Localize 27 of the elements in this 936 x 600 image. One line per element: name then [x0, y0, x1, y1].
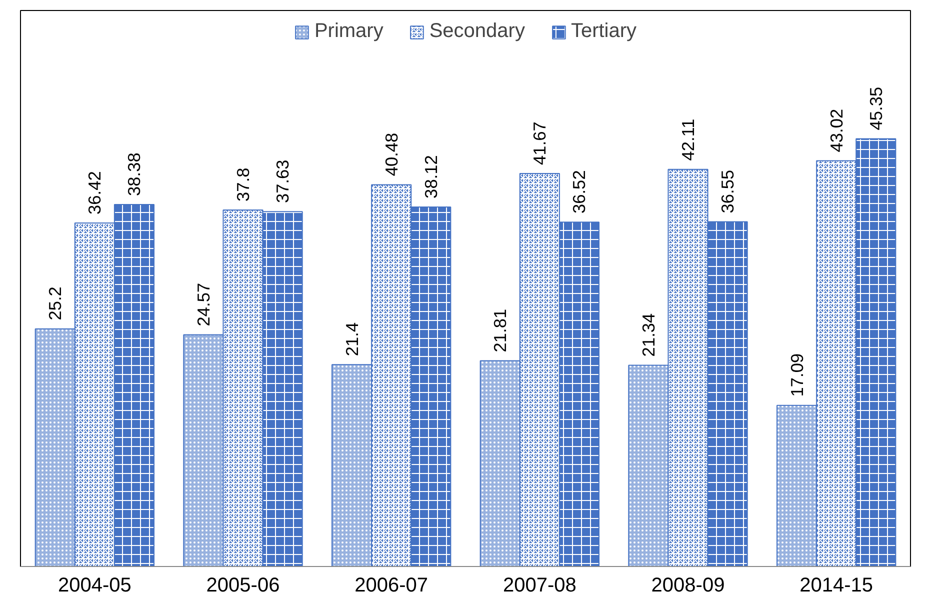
data-label: 36.52	[569, 170, 590, 214]
data-label: 38.12	[420, 155, 441, 198]
data-label: 36.42	[84, 171, 105, 214]
data-label: 40.48	[381, 132, 402, 176]
data-label: 37.8	[233, 168, 253, 202]
data-label: 38.38	[124, 152, 144, 196]
data-label: 25.2	[45, 286, 66, 320]
x-tick-label: 2004-05	[58, 574, 132, 596]
data-label: 21.34	[638, 312, 658, 357]
data-label: 21.81	[490, 308, 510, 352]
data-label: 42.11	[678, 118, 698, 161]
legend-label: Tertiary	[570, 20, 637, 43]
x-tick-label: 2006-07	[354, 574, 428, 596]
data-label: 45.35	[866, 86, 886, 130]
legend-label: Primary	[314, 20, 384, 43]
data-label: 41.67	[530, 122, 550, 165]
data-label: 17.09	[786, 353, 807, 397]
x-tick-label: 2008-09	[651, 574, 725, 596]
x-tick-label: 2007-08	[502, 574, 576, 596]
data-label: 24.57	[193, 282, 214, 326]
data-label: 43.02	[826, 108, 846, 152]
data-label: 36.55	[718, 170, 738, 214]
data-label: 37.63	[272, 160, 293, 204]
legend-label: Secondary	[429, 20, 525, 43]
x-tick-label: 2005-06	[206, 574, 280, 596]
data-label: 21.4	[342, 322, 362, 356]
x-tick-label: 2014-15	[800, 574, 874, 596]
